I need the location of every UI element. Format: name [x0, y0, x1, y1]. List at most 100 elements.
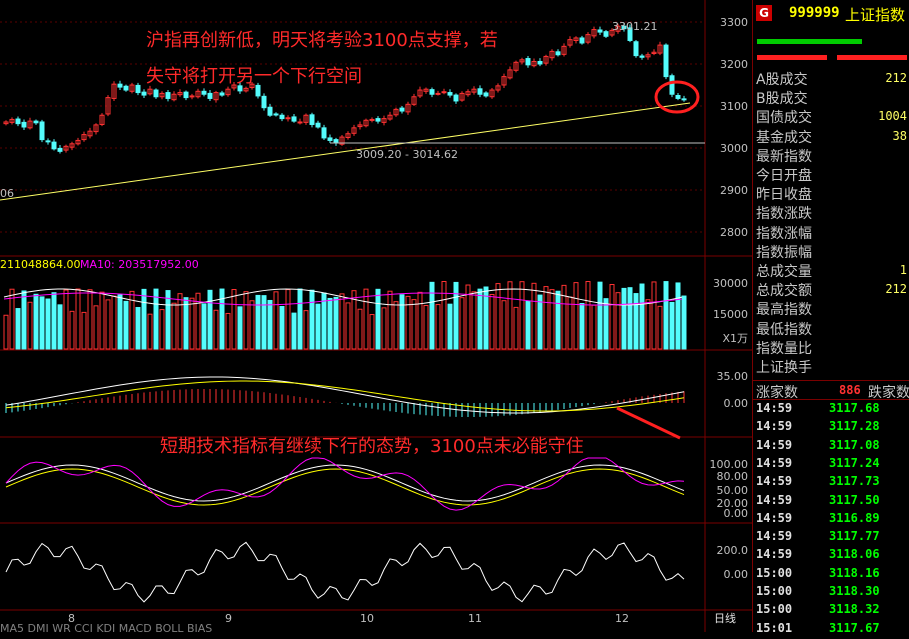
candle-body: [33, 120, 39, 124]
candle-body: [423, 88, 429, 92]
macd-dif-line: [5, 376, 685, 414]
axis-label: 35.00: [717, 370, 749, 383]
candle-body: [663, 44, 669, 78]
volume-bar: [3, 314, 9, 350]
volume-bar: [225, 312, 231, 350]
quote-label: 上证换手: [756, 360, 812, 376]
volume-bar: [447, 303, 453, 350]
candle-body: [471, 88, 477, 93]
tick-value: 3117.24: [829, 455, 880, 470]
axis-label: 0.00: [724, 507, 749, 520]
tick-value: 3117.68: [829, 401, 880, 415]
quote-label: B股成交: [756, 91, 808, 108]
kline-chart-area[interactable]: 3300 3200 3100 3000 2900 2800 3301.21 3009.20 -…: [0, 0, 752, 635]
volume-bar: [309, 289, 315, 350]
quote-value: 212: [885, 282, 907, 297]
tick-value: 3117.28: [829, 419, 880, 434]
volume-bar: [519, 281, 525, 350]
volume-bar: [177, 293, 183, 350]
volume-bar: [351, 290, 357, 350]
tick-row: 14:59 3116.89: [753, 511, 909, 529]
tick-time: 15:00: [756, 565, 793, 580]
quote-value: 1004: [878, 109, 907, 124]
tick-time: 14:59: [756, 419, 793, 434]
tick-row: 15:00 3118.32: [753, 602, 909, 620]
axis-label: 12: [615, 612, 629, 625]
volume-bar: [243, 291, 249, 350]
candle-body: [171, 93, 177, 101]
volume-bar: [93, 305, 99, 350]
volume-bar: [327, 297, 333, 350]
candle-body: [267, 106, 273, 116]
volume-bar: [231, 289, 237, 350]
axis-label: 11: [468, 612, 482, 625]
candle-body: [441, 91, 447, 94]
candle-body: [351, 127, 357, 134]
tick-value: 3116.89: [829, 510, 880, 525]
quote-label: 今日开盘: [756, 168, 812, 184]
volume-bar: [141, 288, 147, 350]
volume-bar: [21, 290, 27, 350]
tick-time: 14:59: [756, 474, 793, 489]
candle-body: [111, 83, 117, 99]
volume-bar: [285, 289, 291, 350]
volume-bar: [585, 281, 591, 350]
tick-value: 3117.77: [829, 529, 880, 544]
candle-body: [429, 89, 435, 95]
candle-body: [657, 44, 663, 54]
volume-bar: [237, 306, 243, 350]
candle-body: [651, 51, 657, 55]
up-count-value: 886: [839, 383, 861, 397]
quote-label: 基金成交: [756, 129, 812, 146]
annotation-line-3: 短期技术指标有继续下行的态势，3100点未必能守住: [160, 436, 584, 457]
candle-body: [21, 121, 27, 128]
tick-time: 14:59: [756, 510, 793, 525]
candle-body: [393, 108, 399, 116]
candle-body: [159, 92, 165, 98]
candle-body: [603, 31, 609, 37]
candle-body: [207, 92, 213, 99]
candle-body: [549, 50, 555, 59]
candle-body: [411, 96, 417, 105]
candle-body: [237, 85, 243, 92]
kdj-j-line: [5, 457, 685, 511]
quote-value: 212: [885, 71, 907, 85]
volume-ma5-line: [3, 288, 683, 306]
volume-bar: [291, 312, 297, 350]
candle-body: [453, 94, 459, 102]
volume-bar: [189, 297, 195, 350]
candle-body: [129, 84, 135, 92]
panel-frames: [0, 0, 752, 632]
tick-row: 14:59 3117.77: [753, 529, 909, 547]
volume-bar: [303, 310, 309, 350]
volume-bar: [81, 311, 87, 350]
candle-body: [579, 37, 585, 44]
candle-body: [339, 136, 345, 145]
volume-bar: [477, 288, 483, 350]
candle-body: [573, 37, 579, 41]
volume-bar: [195, 292, 201, 350]
chart-canvas[interactable]: 3300 3200 3100 3000 2900 2800 3301.21 3009.20 -…: [0, 0, 752, 635]
volume-bar: [579, 302, 585, 350]
volume-bar: [45, 298, 51, 350]
volume-ma10-line: [3, 292, 683, 306]
candle-body: [513, 61, 519, 71]
candle-body: [57, 147, 63, 152]
volume-bar: [537, 294, 543, 350]
down-count-label: 跌家数: [868, 385, 909, 401]
candle-body: [63, 145, 69, 151]
axis-label: 20.00: [717, 497, 749, 510]
tick-time: 14:59: [756, 437, 793, 452]
quote-value: 1: [899, 263, 907, 277]
up-count-label: 涨家数: [756, 385, 798, 401]
candle-body: [555, 51, 561, 56]
volume-bar: [135, 307, 141, 350]
tick-row: 14:59 3118.06: [753, 547, 909, 565]
tick-time: 15:00: [756, 602, 793, 617]
candle-body: [303, 114, 309, 123]
volume-bar: [357, 308, 363, 350]
axis-label: 3301.21: [612, 20, 658, 33]
security-name: 上证指数: [845, 6, 906, 24]
candle-body: [117, 83, 123, 88]
axis-label: 100.00: [710, 458, 749, 471]
